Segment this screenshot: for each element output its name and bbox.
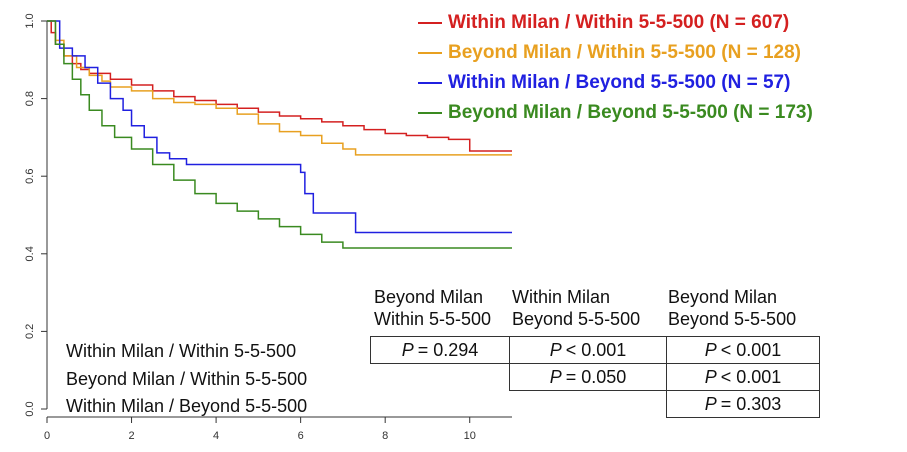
x-tick-label: 6: [298, 430, 304, 442]
p-value: < 0.001: [720, 366, 782, 387]
legend-label: Beyond Milan / Beyond 5-5-500 (N = 173): [448, 102, 813, 123]
legend-item: Within Milan / Beyond 5-5-500 (N = 57): [418, 68, 813, 98]
row-label: Within Milan / Within 5-5-500: [66, 341, 297, 361]
legend-label: Within Milan / Beyond 5-5-500 (N = 57): [448, 72, 791, 93]
p-symbol: P: [549, 339, 562, 360]
x-tick-label: 10: [464, 430, 476, 442]
column-header-line2: Beyond 5-5-500: [512, 309, 641, 329]
x-tick-label: 0: [44, 430, 50, 442]
y-tick-label: 0.8: [24, 91, 36, 106]
y-tick-label: 0.4: [24, 246, 36, 261]
column-header-line2: Within 5-5-500: [374, 309, 492, 329]
p-value-cell: P = 0.294: [370, 336, 510, 364]
legend-item: Beyond Milan / Beyond 5-5-500 (N = 173): [418, 98, 813, 128]
column-header: Beyond Milan Beyond 5-5-500: [668, 286, 796, 330]
survival-curves: [47, 20, 512, 249]
legend-swatch: [418, 82, 442, 84]
survival-curve-series-2: [47, 20, 512, 234]
p-symbol: P: [401, 339, 414, 360]
p-symbol: P: [704, 366, 717, 387]
p-symbol: P: [549, 366, 562, 387]
p-symbol: P: [704, 339, 717, 360]
survival-curve-series-0: [47, 20, 512, 152]
p-value: = 0.050: [565, 366, 627, 387]
p-value-cell: P < 0.001: [509, 336, 667, 364]
legend-item: Beyond Milan / Within 5-5-500 (N = 128): [418, 38, 813, 68]
row-label: Beyond Milan / Within 5-5-500: [66, 369, 308, 389]
x-tick-label: 2: [128, 430, 134, 442]
y-tick-label: 0.6: [24, 169, 36, 184]
column-header: Beyond Milan Within 5-5-500: [374, 286, 491, 330]
x-tick-label: 4: [213, 430, 219, 442]
survival-curve-series-1: [47, 20, 512, 156]
legend-swatch: [418, 112, 442, 114]
column-header-line1: Beyond Milan: [668, 287, 778, 307]
legend-item: Within Milan / Within 5-5-500 (N = 607): [418, 8, 813, 38]
column-header-line1: Beyond Milan: [374, 287, 484, 307]
p-value: < 0.001: [720, 339, 782, 360]
column-header: Within Milan Beyond 5-5-500: [512, 286, 640, 330]
column-header-line2: Beyond 5-5-500: [668, 309, 797, 329]
y-tick-label: 0.0: [24, 401, 36, 416]
p-value-cell: P = 0.303: [666, 390, 820, 418]
column-header-line1: Within Milan: [512, 287, 611, 307]
p-value-cell: P < 0.001: [666, 363, 820, 391]
legend-swatch: [418, 22, 442, 24]
axes: 0.0 0.2 0.4 0.6 0.8 1.0 0 2 4 6 8 10: [24, 13, 512, 442]
row-label: Within Milan / Beyond 5-5-500: [66, 396, 308, 416]
p-symbol: P: [704, 393, 717, 414]
legend-label: Beyond Milan / Within 5-5-500 (N = 128): [448, 42, 801, 63]
p-value: = 0.294: [417, 339, 479, 360]
p-value: = 0.303: [720, 393, 782, 414]
x-tick-label: 8: [382, 430, 388, 442]
legend: Within Milan / Within 5-5-500 (N = 607) …: [418, 8, 813, 128]
legend-label: Within Milan / Within 5-5-500 (N = 607): [448, 12, 790, 33]
y-tick-label: 1.0: [24, 13, 36, 28]
y-tick-label: 0.2: [24, 324, 36, 339]
legend-swatch: [418, 52, 442, 54]
p-value-cell: P < 0.001: [666, 336, 820, 364]
p-value: < 0.001: [565, 339, 627, 360]
survival-curve-series-3: [47, 20, 512, 249]
p-value-cell: P = 0.050: [509, 363, 667, 391]
